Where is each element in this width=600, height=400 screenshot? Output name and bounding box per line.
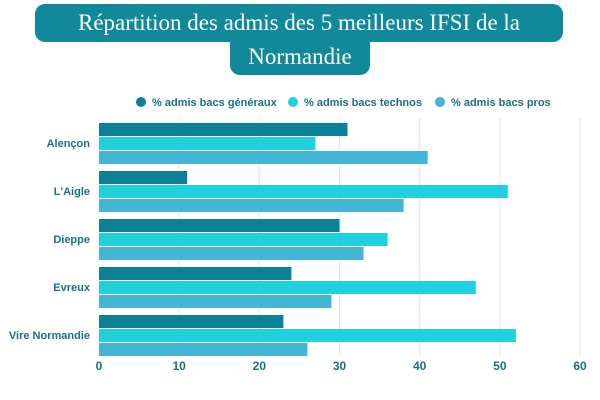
category-label-1: L'Aigle [54,186,90,198]
chart-title-line1: Répartition des admis des 5 meilleurs IF… [35,4,563,42]
legend-marker-0 [136,97,146,107]
bar-0-2 [99,151,428,164]
bar-1-2 [99,199,404,212]
x-tick-label-50: 50 [493,359,507,373]
bar-4-1 [99,329,516,342]
bar-1-0 [99,171,188,184]
legend-marker-1 [288,97,298,107]
x-tick-label-20: 20 [253,359,267,373]
chart-title-line2: Normandie [230,40,370,75]
x-tick-label-60: 60 [573,359,587,373]
bar-2-1 [99,233,388,246]
bar-1-1 [99,185,508,198]
bar-3-2 [99,295,332,308]
bar-2-0 [99,219,340,232]
legend-label-1: % admis bacs technos [304,97,422,109]
x-tick-label-30: 30 [333,359,347,373]
bar-2-2 [99,247,364,260]
legend-label-0: % admis bacs généraux [152,97,278,109]
bar-4-2 [99,343,308,356]
category-label-2: Dieppe [53,234,90,246]
bar-3-1 [99,281,476,294]
category-label-4: Vire Normandie [9,330,90,342]
category-label-0: Alençon [47,138,91,150]
legend-marker-2 [435,97,445,107]
bar-0-1 [99,137,316,150]
x-tick-label-0: 0 [96,359,103,373]
bar-3-0 [99,267,292,280]
bar-0-0 [99,123,348,136]
bar-4-0 [99,315,284,328]
legend-label-2: % admis bacs pros [451,97,551,109]
category-label-3: Evreux [53,282,91,294]
x-tick-label-10: 10 [172,359,186,373]
x-tick-label-40: 40 [413,359,427,373]
